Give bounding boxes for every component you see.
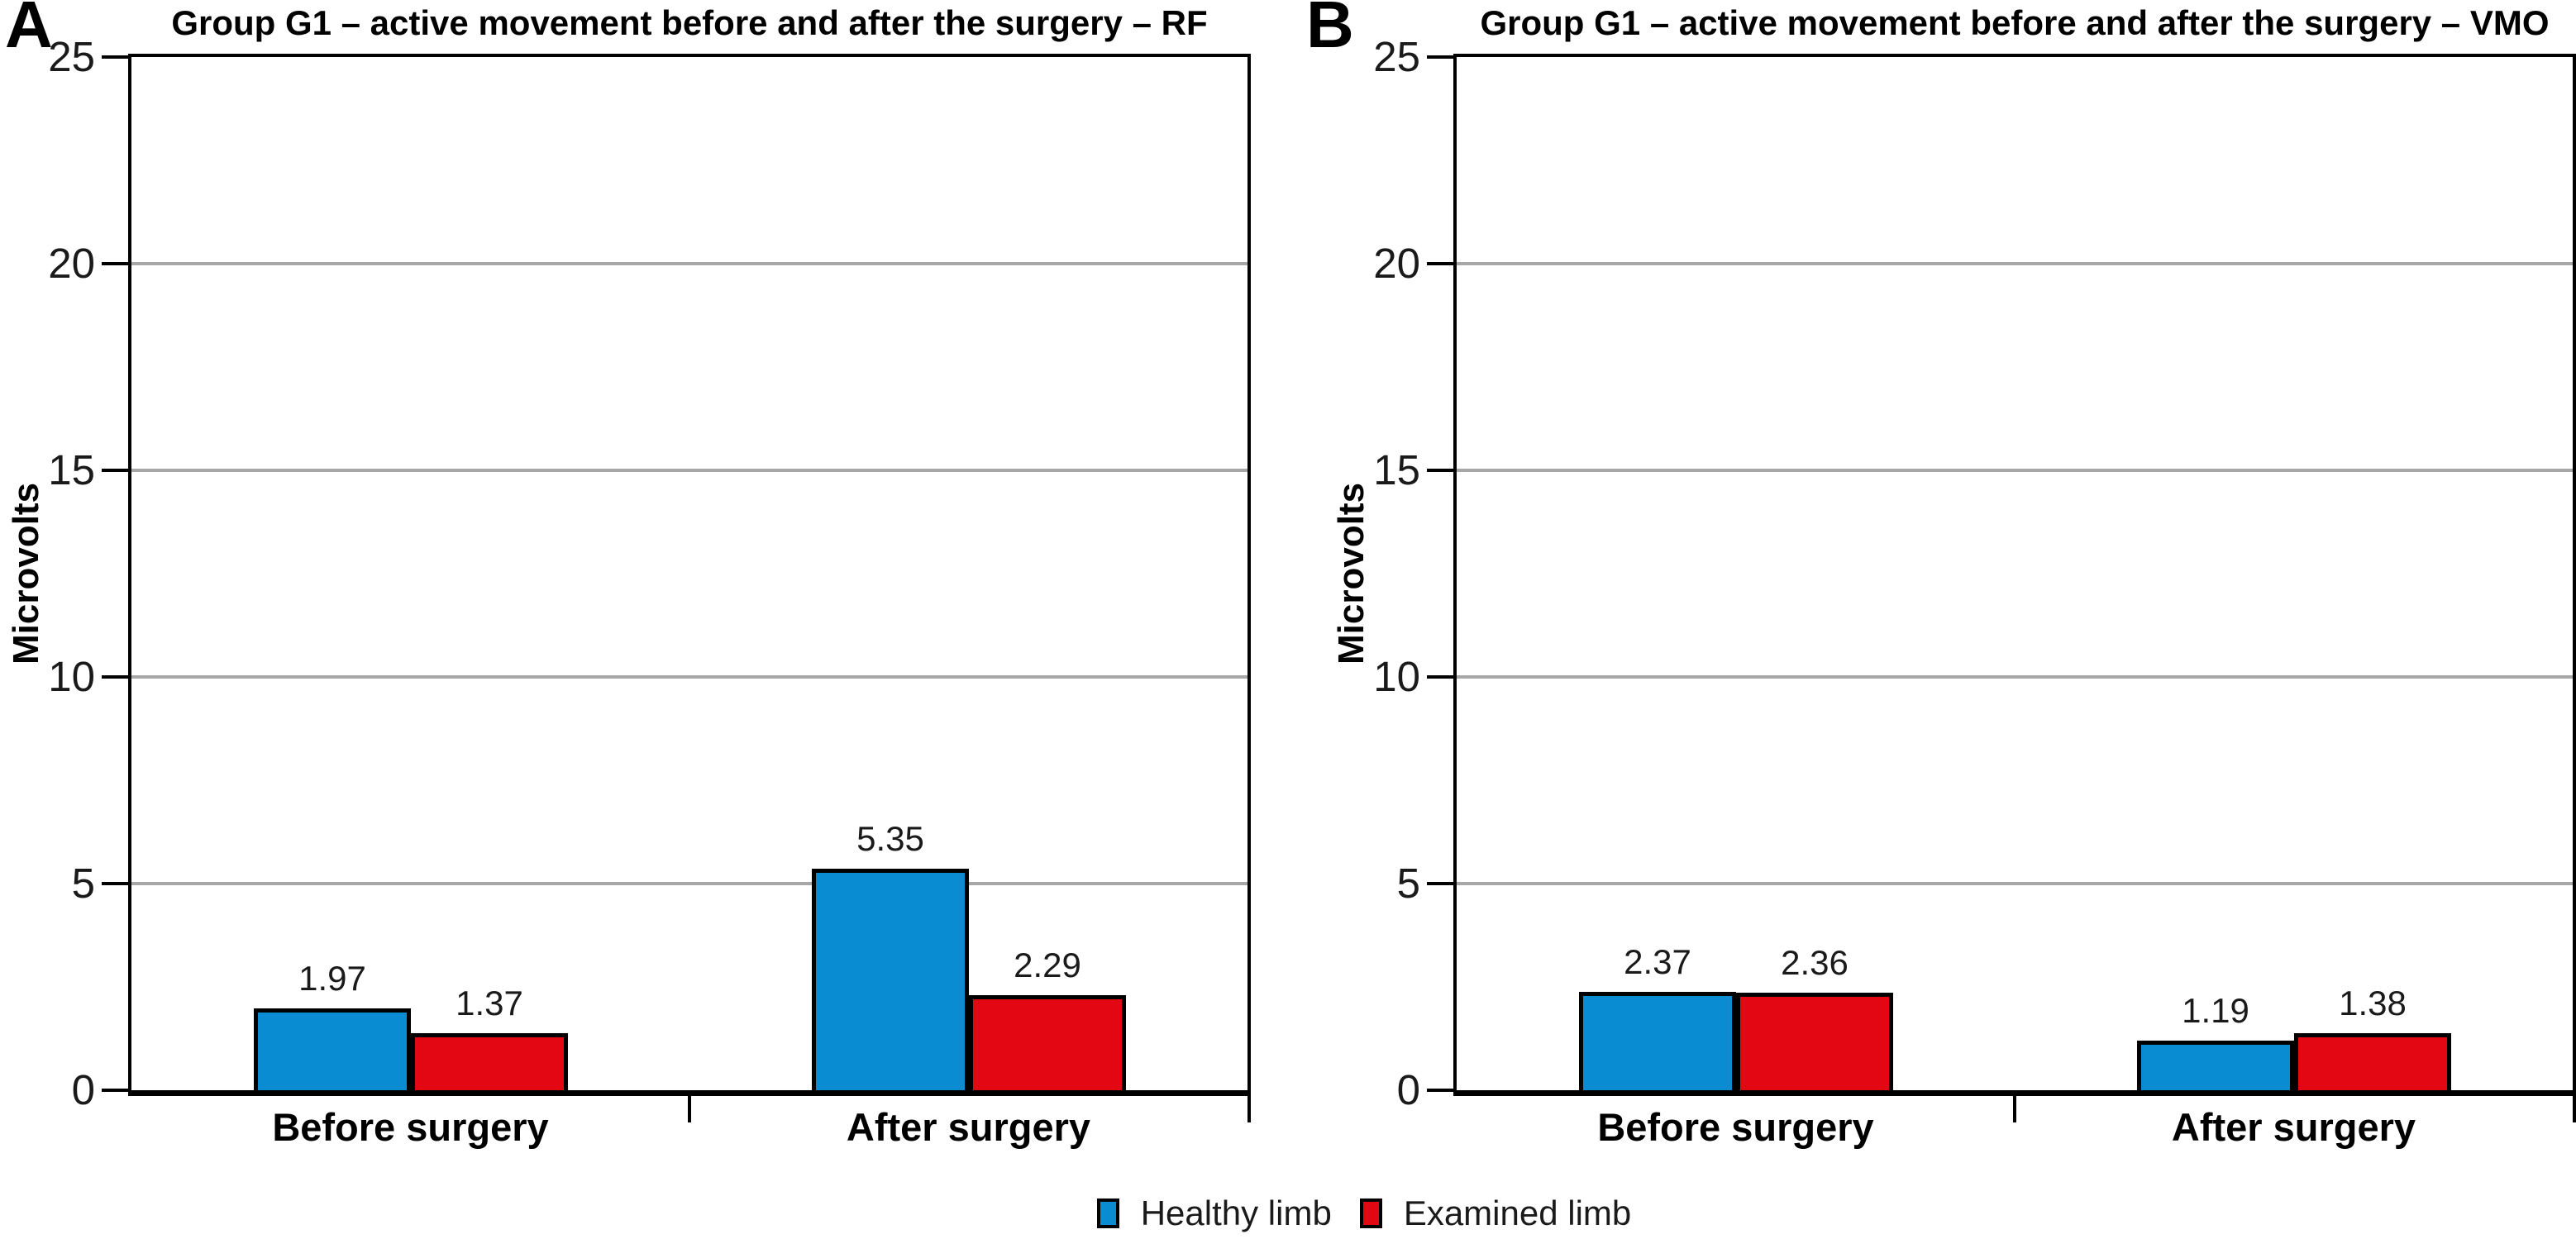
bar-value-label: 1.37 — [456, 984, 523, 1022]
legend-label: Examined limb — [1403, 1193, 1632, 1232]
gridline — [131, 469, 1247, 472]
gridline — [1457, 262, 2573, 265]
bar-value-label: 5.35 — [856, 819, 924, 858]
panel-b-title: Group G1 – active movement before and af… — [1480, 3, 2550, 42]
bar-value-label: 2.29 — [1014, 946, 1081, 984]
bar-healthy-limb — [2137, 1041, 2294, 1090]
legend: Healthy limb Examined limb — [76, 1189, 2576, 1237]
y-axis-tick-label: 10 — [48, 653, 95, 700]
y-axis-tick-label: 15 — [1373, 446, 1420, 493]
bar-examined-limb — [969, 995, 1126, 1090]
bar-examined-limb — [1736, 993, 1893, 1090]
x-axis-tick — [1247, 1096, 1251, 1122]
y-axis-title: Microvolts — [1331, 482, 1371, 665]
panel-a: A Group G1 – active movement before and … — [0, 0, 1288, 1190]
y-axis-tick — [102, 55, 128, 59]
plot-area-a: 1.97 1.37 5.35 2.29 — [128, 54, 1251, 1096]
y-axis-tick-label: 20 — [48, 240, 95, 287]
y-axis-tick — [102, 1089, 128, 1092]
x-axis-category-label: After surgery — [2171, 1105, 2416, 1149]
bar-value-label: 1.97 — [298, 959, 366, 998]
y-axis-tick-label: 25 — [48, 33, 95, 80]
y-axis-tick-label: 0 — [71, 1066, 95, 1113]
legend-swatch — [1359, 1198, 1382, 1228]
panel-a-title: Group G1 – active movement before and af… — [171, 3, 1208, 42]
bar-healthy-limb — [254, 1008, 411, 1090]
y-axis-tick — [1427, 262, 1453, 265]
y-axis-tick — [102, 675, 128, 679]
y-axis-title: Microvolts — [6, 482, 46, 665]
gridline — [131, 882, 1247, 885]
y-axis-tick — [102, 469, 128, 472]
y-axis-tick-label: 15 — [48, 446, 95, 493]
bar-healthy-limb — [1579, 992, 1736, 1090]
gridline — [131, 262, 1247, 265]
bar-value-label: 2.37 — [1624, 942, 1691, 981]
panel-letter-b: B — [1306, 0, 1354, 61]
bar-examined-limb — [2294, 1033, 2451, 1090]
bar-value-label: 1.19 — [2182, 991, 2249, 1030]
y-axis-tick-label: 10 — [1373, 653, 1420, 700]
bar-healthy-limb — [812, 869, 969, 1090]
y-axis-tick-label: 20 — [1373, 240, 1420, 287]
bar-value-label: 2.36 — [1781, 943, 1849, 982]
legend-label: Healthy limb — [1140, 1193, 1332, 1232]
y-axis-tick — [1427, 469, 1453, 472]
y-axis-tick — [1427, 882, 1453, 885]
panel-letter-a: A — [5, 0, 53, 61]
y-axis-tick-label: 5 — [71, 860, 95, 907]
bar-value-label: 1.38 — [2339, 984, 2407, 1022]
panel-b: B Group G1 – active movement before and … — [1288, 0, 2576, 1190]
gridline — [1457, 675, 2573, 679]
gridline — [131, 675, 1247, 679]
x-axis-tick — [2573, 1096, 2576, 1122]
bar-examined-limb — [411, 1033, 568, 1090]
x-axis-tick — [2013, 1096, 2016, 1122]
y-axis-tick — [1427, 675, 1453, 679]
plot-area-b: 2.37 2.36 1.19 1.38 — [1453, 54, 2576, 1096]
y-axis-tick — [1427, 55, 1453, 59]
y-axis-tick-label: 5 — [1396, 860, 1420, 907]
y-axis-tick — [1427, 1089, 1453, 1092]
gridline — [1457, 882, 2573, 885]
y-axis-tick — [102, 882, 128, 885]
x-axis-tick — [688, 1096, 691, 1122]
x-axis-category-label: Before surgery — [1597, 1105, 1874, 1149]
y-axis-tick — [102, 262, 128, 265]
x-axis-category-label: After surgery — [846, 1105, 1091, 1149]
x-axis-category-label: Before surgery — [272, 1105, 549, 1149]
legend-item: Examined limb — [1359, 1193, 1632, 1233]
y-axis-tick-label: 0 — [1396, 1066, 1420, 1113]
gridline — [1457, 469, 2573, 472]
y-axis-tick-label: 25 — [1373, 33, 1420, 80]
legend-item: Healthy limb — [1096, 1193, 1332, 1233]
legend-swatch — [1096, 1198, 1119, 1228]
